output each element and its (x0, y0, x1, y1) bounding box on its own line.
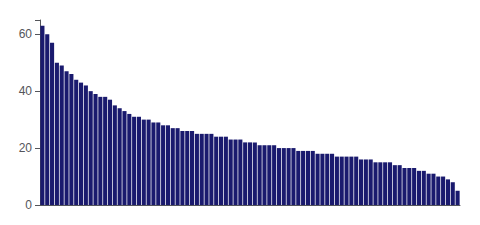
svg-text:0: 0 (25, 198, 32, 212)
svg-text:40: 40 (19, 84, 33, 98)
svg-text:60: 60 (19, 27, 33, 41)
svg-text:20: 20 (19, 141, 33, 155)
